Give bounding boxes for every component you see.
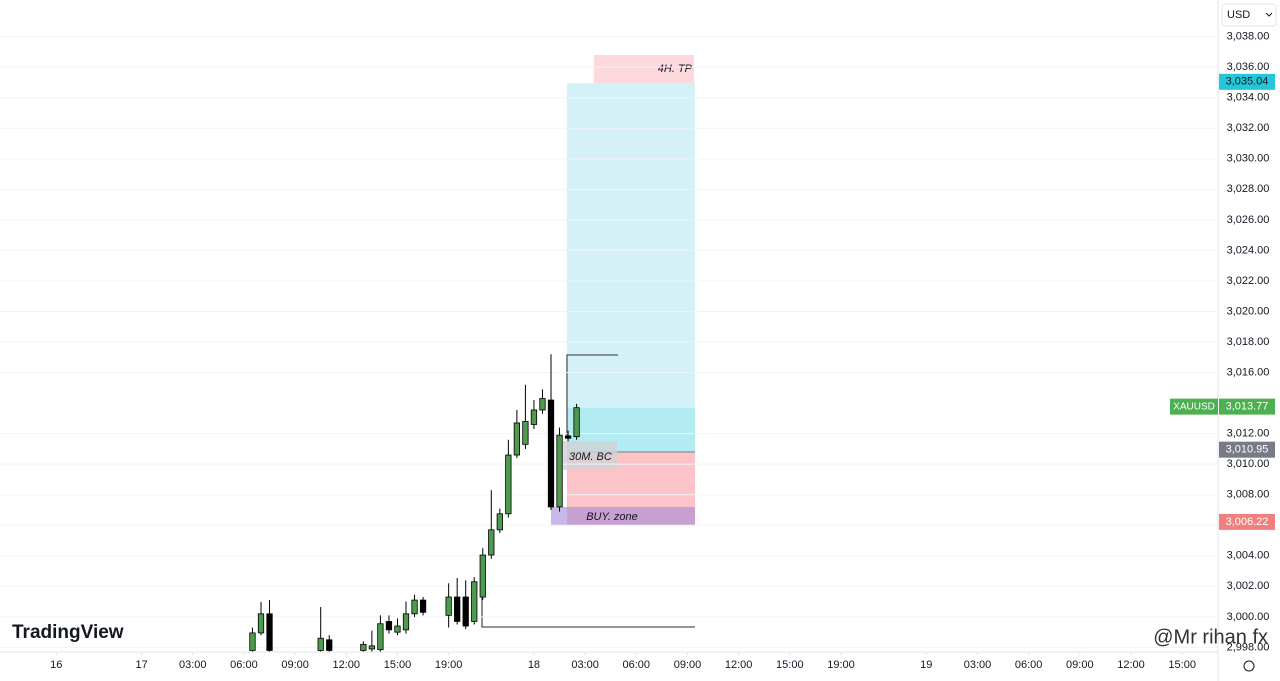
price-badge (1219, 398, 1275, 415)
candle-body (556, 434, 563, 508)
y-tick-label: 3,026.00 (1227, 214, 1270, 226)
price-badge (1219, 441, 1275, 458)
x-tick-label: 06:00 (230, 659, 258, 671)
currency-select[interactable] (1221, 3, 1277, 27)
plot (0, 36, 1218, 652)
y-tick-label: 3,016.00 (1227, 366, 1270, 378)
y-tick-label: 3,008.00 (1227, 489, 1270, 501)
candle-body (530, 409, 538, 425)
y-tick-label: 3,020.00 (1227, 305, 1270, 317)
annotation: BUY. zone (586, 511, 638, 523)
candle-body (573, 407, 580, 438)
buy-zone (551, 507, 695, 525)
candle-body (360, 643, 367, 651)
candle-body (488, 529, 495, 556)
candle-body (419, 599, 427, 613)
candle-body (402, 613, 410, 631)
y-tick-label: 3,032.00 (1227, 122, 1270, 134)
y-tick-label: 3,018.00 (1227, 336, 1270, 348)
x-tick-label: 19 (920, 659, 932, 671)
y-tick-label: 3,024.00 (1227, 244, 1270, 256)
y-tick-label: 3,034.00 (1227, 92, 1270, 104)
candle-body (445, 596, 452, 616)
price-badge-label: 3,010.95 (1226, 444, 1269, 456)
candle-body (479, 554, 486, 598)
candle-body (454, 596, 461, 622)
candle-body (505, 454, 512, 515)
caret (1265, 12, 1273, 17)
low-line (481, 597, 695, 628)
candle-body (266, 613, 273, 651)
x-tick-label: 03:00 (964, 659, 992, 671)
y-tick-label: 3,038.00 (1227, 31, 1270, 43)
annotation: 4H. TP (658, 63, 693, 75)
annotation: 30M. BC (569, 451, 612, 463)
y-tick-label: 3,036.00 (1227, 61, 1270, 73)
bc-box (563, 441, 617, 470)
price-badge-label: 3,013.77 (1226, 401, 1269, 413)
x-tick-label: 12:00 (333, 659, 361, 671)
candle-body (257, 613, 265, 634)
y-tick-label: 3,000.00 (1227, 611, 1270, 623)
buy-zone-edge (551, 507, 567, 525)
candle-body (249, 632, 256, 651)
price-badge-label: 3,006.22 (1226, 516, 1269, 528)
candle-body (394, 625, 401, 633)
y-tick-label: 3,002.00 (1227, 580, 1270, 592)
x-tick-label: 09:00 (1066, 659, 1094, 671)
y-tick-label: 3,030.00 (1227, 153, 1270, 165)
candle-body (547, 399, 555, 508)
candle-body (471, 581, 478, 622)
candle-body (539, 398, 546, 411)
x-tick-label: 09:00 (281, 659, 309, 671)
path-line (566, 354, 618, 437)
candle-body (368, 645, 376, 650)
candle-body (462, 596, 469, 627)
credit: @Mr rihan fx (1153, 626, 1268, 648)
x-tick-label: 15:00 (776, 659, 804, 671)
x-tick-label: 18 (528, 659, 540, 671)
x-tick-label: 19:00 (827, 659, 855, 671)
candle-body (411, 599, 418, 615)
x-tick-label: 19:00 (435, 659, 463, 671)
symbol-label: XAUUSD (1173, 401, 1215, 412)
price-badge (1219, 73, 1275, 90)
x-tick-label: 06:00 (1015, 659, 1043, 671)
price-badge (1219, 513, 1275, 530)
candle-body (496, 513, 503, 531)
tp-box (594, 55, 694, 83)
x-tick-label: 06:00 (623, 659, 651, 671)
y-tick-label: 3,022.00 (1227, 275, 1270, 287)
y-tick-label: 3,012.00 (1227, 428, 1270, 440)
candle-body (385, 621, 393, 631)
x-tick-label: 09:00 (674, 659, 702, 671)
price-badge-label: 3,035.04 (1226, 76, 1269, 88)
symbol-badge (1170, 398, 1218, 415)
x-tick-label: 16 (50, 659, 62, 671)
currency: USD (1227, 9, 1250, 21)
x-tick-label: 03:00 (571, 659, 599, 671)
x-tick-label: 15:00 (384, 659, 412, 671)
profit-zone (567, 83, 695, 408)
y-tick-label: 2,998.00 (1227, 641, 1270, 653)
x-tick-label: 12:00 (1117, 659, 1145, 671)
x-tick-label: 12:00 (725, 659, 753, 671)
x-tick-label: 15:00 (1168, 659, 1196, 671)
y-tick-label: 3,004.00 (1227, 550, 1270, 562)
candle-body (317, 637, 324, 651)
candle-body (522, 421, 529, 445)
watermark: TradingView (12, 622, 124, 643)
candle-body (513, 422, 521, 456)
y-tick-label: 3,028.00 (1227, 183, 1270, 195)
x-tick-label: 17 (135, 659, 147, 671)
candle-body (564, 435, 572, 439)
candle-body (377, 623, 384, 651)
candle-body (326, 639, 333, 651)
y-tick-label: 3,010.00 (1227, 458, 1270, 470)
x-tick-label: 03:00 (179, 659, 207, 671)
settings-icon[interactable] (1243, 660, 1255, 672)
